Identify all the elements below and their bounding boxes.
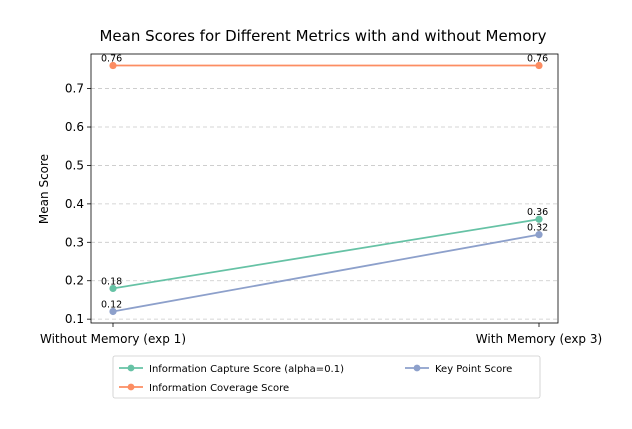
- data-point: [109, 61, 117, 70]
- data-point: [109, 307, 117, 316]
- plot-frame: [90, 53, 559, 324]
- y-tick-label: 0.4: [65, 197, 84, 211]
- legend-marker: [127, 383, 135, 391]
- data-point: [535, 61, 543, 70]
- x-tick-label: With Memory (exp 3): [476, 332, 602, 346]
- y-tick-label: 0.1: [65, 312, 84, 326]
- legend-label: Key Point Score: [435, 364, 512, 375]
- y-tick-label: 0.6: [65, 120, 84, 134]
- plot-series: 0.18 0.36 0.76 0.76 0.12 0.32: [101, 54, 548, 316]
- y-axis: 0.1 0.2 0.3 0.4 0.5 0.6 0.7: [65, 82, 91, 326]
- legend: Information Capture Score (alpha=0.1) Key…: [112, 355, 541, 399]
- y-tick-label: 0.2: [65, 274, 84, 288]
- data-point: [535, 231, 543, 239]
- chart-title: Mean Scores for Different Metrics with a…: [99, 27, 546, 45]
- y-axis-label: Mean Score: [37, 154, 51, 224]
- series-line: [112, 233, 540, 313]
- legend-marker: [413, 364, 421, 372]
- y-tick-label: 0.3: [65, 235, 84, 249]
- grid-lines: [91, 88, 558, 320]
- y-tick-label: 0.7: [65, 82, 84, 96]
- data-label: 0.12: [101, 299, 122, 310]
- x-tick-label: Without Memory (exp 1): [40, 332, 186, 346]
- legend-label: Information Capture Score (alpha=0.1): [149, 364, 344, 375]
- series-line: [112, 218, 540, 290]
- legend-marker: [127, 364, 135, 372]
- data-point: [535, 215, 543, 223]
- data-label: 0.76: [527, 54, 548, 65]
- data-label: 0.18: [101, 276, 122, 287]
- legend-label: Information Coverage Score: [149, 383, 289, 394]
- data-point: [109, 284, 117, 293]
- y-tick-label: 0.5: [65, 158, 84, 172]
- x-axis: Without Memory (exp 1) With Memory (exp 3…: [40, 323, 602, 346]
- data-label: 0.76: [101, 54, 122, 65]
- data-label: 0.32: [527, 223, 548, 234]
- data-label: 0.36: [527, 207, 548, 218]
- legend-frame: [112, 355, 541, 399]
